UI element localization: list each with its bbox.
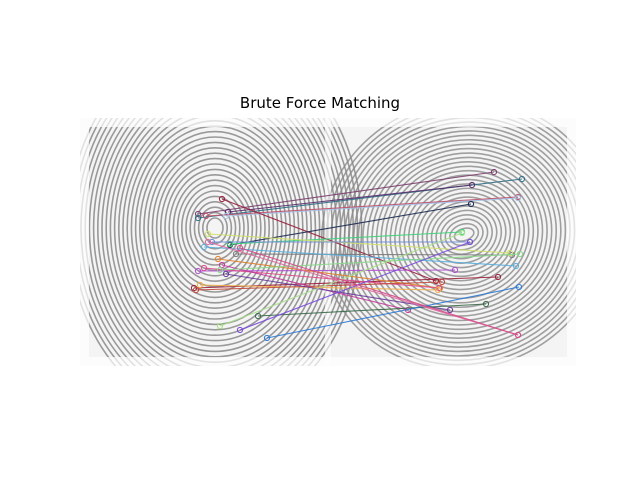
keypoint-left — [200, 264, 208, 272]
match-line — [200, 243, 520, 270]
keypoint-left — [218, 261, 226, 269]
keypoint-right — [446, 306, 454, 314]
keypoint-right — [506, 249, 514, 257]
keypoint-left — [194, 214, 202, 222]
keypoint-left — [194, 267, 202, 275]
match-line — [263, 283, 523, 342]
keypoint-left — [232, 250, 240, 258]
keypoint-right — [434, 286, 442, 294]
keypoint-right — [516, 250, 524, 258]
match-visualization — [80, 118, 576, 366]
keypoint-left — [218, 195, 226, 203]
keypoint-left — [200, 243, 208, 251]
keypoint-right — [468, 181, 476, 189]
keypoint-left — [204, 238, 212, 246]
keypoint-left — [222, 270, 230, 278]
keypoint-right — [514, 331, 522, 339]
keypoint-left — [236, 244, 244, 252]
match-line — [192, 278, 446, 294]
match-line — [222, 194, 522, 220]
match-line — [236, 244, 522, 339]
keypoint-left — [222, 212, 230, 220]
keypoint-left — [216, 266, 224, 274]
keypoint-left — [190, 284, 198, 292]
keypoint-right — [518, 175, 526, 183]
keypoint-right — [514, 194, 522, 202]
keypoint-right — [458, 229, 466, 237]
match-line — [216, 250, 524, 274]
keypoint-right — [515, 283, 523, 291]
keypoint-right — [466, 238, 474, 246]
match-line — [194, 168, 498, 218]
keypoint-right — [482, 300, 490, 308]
keypoint-left — [263, 334, 271, 342]
keypoint-left — [194, 210, 202, 218]
match-line — [254, 300, 490, 320]
keypoint-left — [216, 322, 224, 330]
match-lines — [190, 168, 526, 342]
keypoint-right — [490, 168, 498, 176]
keypoint-right — [438, 278, 446, 286]
keypoint-right — [494, 273, 502, 281]
keypoint-left — [214, 255, 222, 263]
keypoint-left — [236, 326, 244, 334]
match-line — [232, 250, 516, 259]
keypoint-left — [202, 212, 210, 220]
keypoint-left — [226, 240, 234, 248]
keypoint-right — [432, 277, 440, 285]
keypoint-right — [467, 200, 475, 208]
match-line — [218, 195, 440, 285]
match-line — [204, 230, 514, 257]
keypoint-left — [204, 230, 212, 238]
keypoint-left — [192, 286, 200, 294]
figure-title: Brute Force Matching — [239, 94, 401, 112]
keypoint-left — [254, 312, 262, 320]
fingerprint-match-image — [80, 118, 576, 366]
keypoint-right — [512, 262, 520, 270]
keypoint-right — [451, 266, 459, 274]
keypoint-left — [196, 281, 204, 289]
